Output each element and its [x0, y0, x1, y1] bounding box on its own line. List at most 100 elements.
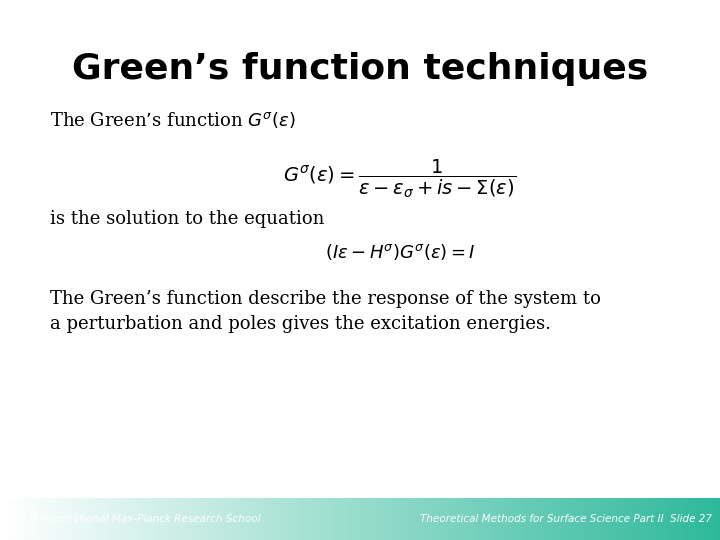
Bar [540, 498, 542, 540]
Bar [430, 498, 432, 540]
Bar [545, 498, 547, 540]
Bar [689, 498, 691, 540]
Bar [27, 498, 29, 540]
Bar [173, 498, 175, 540]
Bar [41, 498, 43, 540]
Bar [538, 498, 540, 540]
Bar [605, 498, 607, 540]
Text: International Max-Planck Research School: International Max-Planck Research School [42, 514, 261, 524]
Bar [91, 498, 94, 540]
Bar [398, 498, 401, 540]
Bar [322, 498, 324, 540]
Bar [178, 498, 180, 540]
Bar [290, 498, 293, 540]
Bar [29, 498, 31, 540]
Bar [77, 498, 79, 540]
Bar [535, 498, 538, 540]
Bar [703, 498, 706, 540]
Bar [307, 498, 310, 540]
Bar [194, 498, 197, 540]
Bar [187, 498, 189, 540]
Bar [235, 498, 238, 540]
Bar [367, 498, 369, 540]
Bar [166, 498, 168, 540]
Bar [451, 498, 454, 540]
Bar [557, 498, 559, 540]
Bar [153, 498, 156, 540]
Bar [691, 498, 693, 540]
Bar [53, 498, 55, 540]
Bar [137, 498, 139, 540]
Bar [621, 498, 624, 540]
Bar [259, 498, 261, 540]
Bar [264, 498, 266, 540]
Bar [60, 498, 63, 540]
Bar [317, 498, 319, 540]
Bar [502, 498, 504, 540]
Bar [521, 498, 523, 540]
Bar [216, 498, 218, 540]
Bar [516, 498, 518, 540]
Bar [403, 498, 405, 540]
Bar [387, 498, 389, 540]
Bar [158, 498, 161, 540]
Bar [48, 498, 50, 540]
Bar [490, 498, 492, 540]
Bar [701, 498, 703, 540]
Bar [506, 498, 509, 540]
Bar [185, 498, 187, 540]
Bar [396, 498, 398, 540]
Bar [562, 498, 564, 540]
Bar [456, 498, 459, 540]
Bar [432, 498, 434, 540]
Bar [427, 498, 430, 540]
Bar [24, 498, 27, 540]
Bar [492, 498, 495, 540]
Bar [564, 498, 567, 540]
Bar [372, 498, 374, 540]
Bar [283, 498, 286, 540]
Bar [454, 498, 456, 540]
Bar [423, 498, 425, 540]
Bar [171, 498, 173, 540]
Bar [665, 498, 667, 540]
Bar [607, 498, 610, 540]
Bar [2, 498, 5, 540]
Bar [449, 498, 451, 540]
Bar [286, 498, 288, 540]
Bar [643, 498, 646, 540]
Bar [14, 498, 17, 540]
Bar [74, 498, 77, 540]
Bar [369, 498, 372, 540]
Bar [358, 498, 360, 540]
Bar [243, 498, 245, 540]
Bar [151, 498, 153, 540]
Bar [207, 498, 209, 540]
Bar [612, 498, 614, 540]
Bar [305, 498, 307, 540]
Bar [189, 498, 192, 540]
Bar [204, 498, 207, 540]
Bar [629, 498, 631, 540]
Bar [274, 498, 276, 540]
Bar [377, 498, 379, 540]
Bar [718, 498, 720, 540]
Bar [425, 498, 427, 540]
Bar [180, 498, 182, 540]
Text: The Green’s function describe the response of the system to: The Green’s function describe the respon… [50, 290, 601, 308]
Bar [223, 498, 225, 540]
Bar [437, 498, 439, 540]
Bar [161, 498, 163, 540]
Bar [355, 498, 358, 540]
Bar [297, 498, 300, 540]
Bar [103, 498, 106, 540]
Bar [362, 498, 365, 540]
Bar [257, 498, 259, 540]
Bar [12, 498, 14, 540]
Bar [576, 498, 578, 540]
Bar [144, 498, 146, 540]
Bar [384, 498, 387, 540]
Bar [300, 498, 302, 540]
Bar [221, 498, 223, 540]
Bar [487, 498, 490, 540]
